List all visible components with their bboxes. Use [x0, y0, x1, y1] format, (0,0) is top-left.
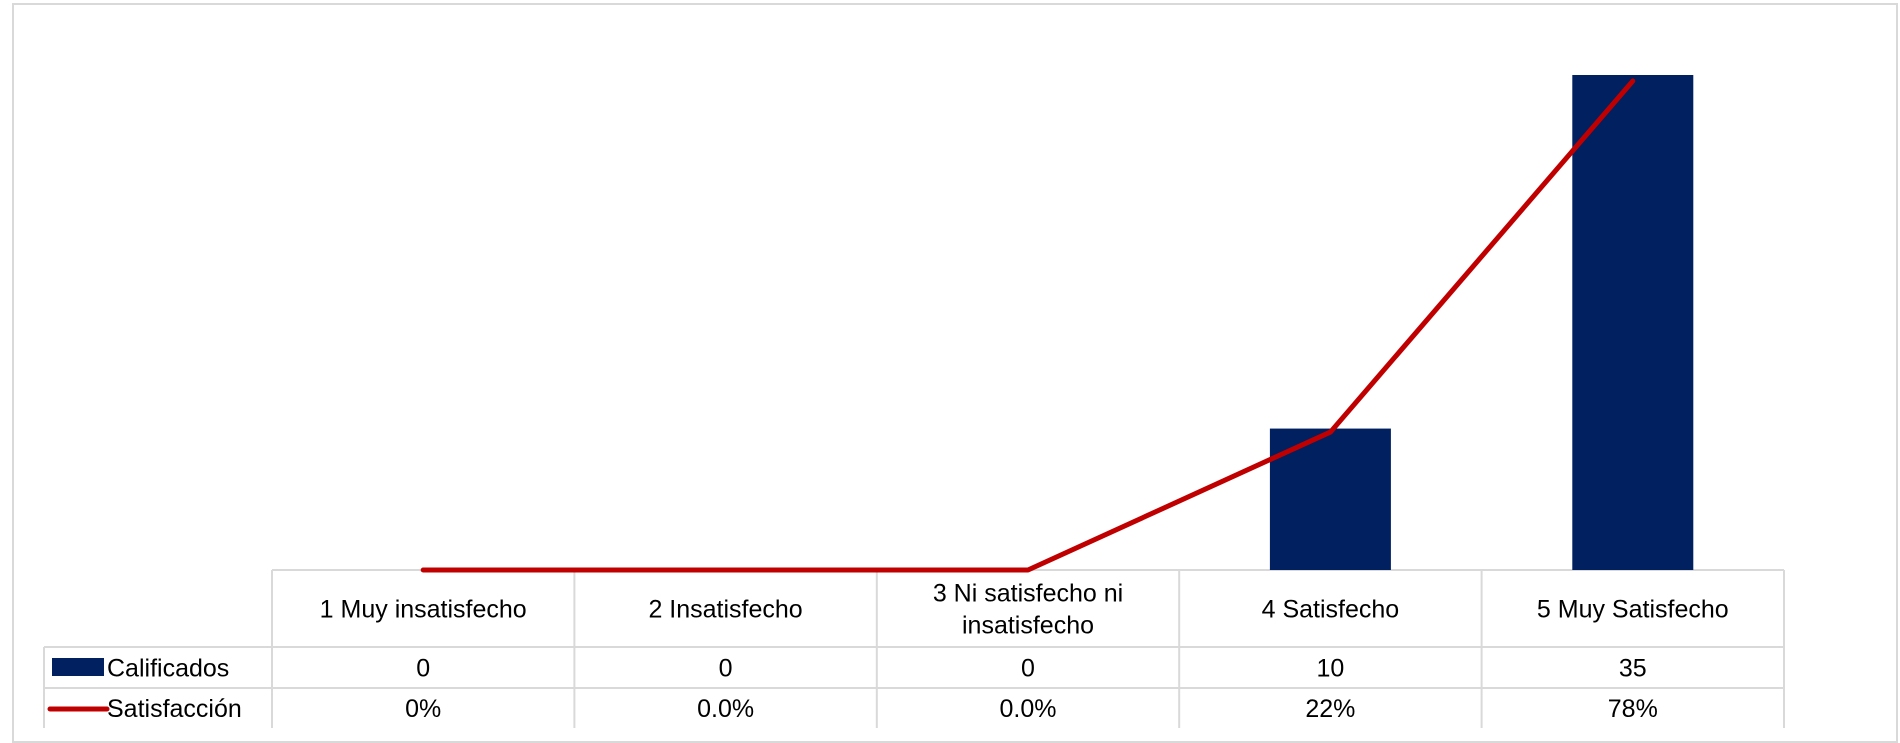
- category-tick-label: 5 Muy Satisfecho: [1537, 596, 1729, 624]
- data-label-calificados: 0: [416, 655, 430, 683]
- data-label-satisfaccion: 78%: [1608, 695, 1658, 723]
- data-label-satisfaccion: 0%: [405, 695, 441, 723]
- data-table-grid: [44, 570, 1784, 728]
- data-label-satisfaccion: 22%: [1305, 695, 1355, 723]
- data-label-calificados: 0: [719, 655, 733, 683]
- tick-label-line: 1 Muy insatisfecho: [320, 596, 527, 624]
- line-layer: [423, 81, 1633, 570]
- tick-label-line: insatisfecho: [962, 612, 1094, 640]
- tick-label-line: 4 Satisfecho: [1262, 596, 1400, 624]
- data-label-calificados: 10: [1316, 655, 1344, 683]
- bar: [1572, 75, 1693, 570]
- tick-label-line: 5 Muy Satisfecho: [1537, 596, 1729, 624]
- legend-key-calificados: [52, 658, 104, 676]
- data-label-satisfaccion: 0.0%: [1000, 695, 1057, 723]
- category-tick-label: 3 Ni satisfecho ni insatisfecho: [933, 580, 1123, 640]
- data-label-calificados: 0: [1021, 655, 1035, 683]
- legend-label-calificados: Calificados: [107, 655, 229, 683]
- category-tick-label: 1 Muy insatisfecho: [320, 596, 527, 624]
- tick-label-line: 2 Insatisfecho: [648, 596, 802, 624]
- category-tick-label: 2 Insatisfecho: [648, 596, 802, 624]
- data-label-calificados: 35: [1619, 655, 1647, 683]
- data-label-satisfaccion: 0.0%: [697, 695, 754, 723]
- category-tick-label: 4 Satisfecho: [1262, 596, 1400, 624]
- tick-label-line: 3 Ni satisfecho ni: [933, 580, 1123, 608]
- bars-layer: [1270, 75, 1693, 570]
- data-table: 1 Muy insatisfecho 2 Insatisfecho 3 Ni sat…: [50, 580, 1729, 724]
- satisfaction-line: [423, 81, 1633, 570]
- chart: 1 Muy insatisfecho 2 Insatisfecho 3 Ni sat…: [0, 0, 1900, 728]
- legend-label-satisfaccion: Satisfacción: [107, 695, 242, 723]
